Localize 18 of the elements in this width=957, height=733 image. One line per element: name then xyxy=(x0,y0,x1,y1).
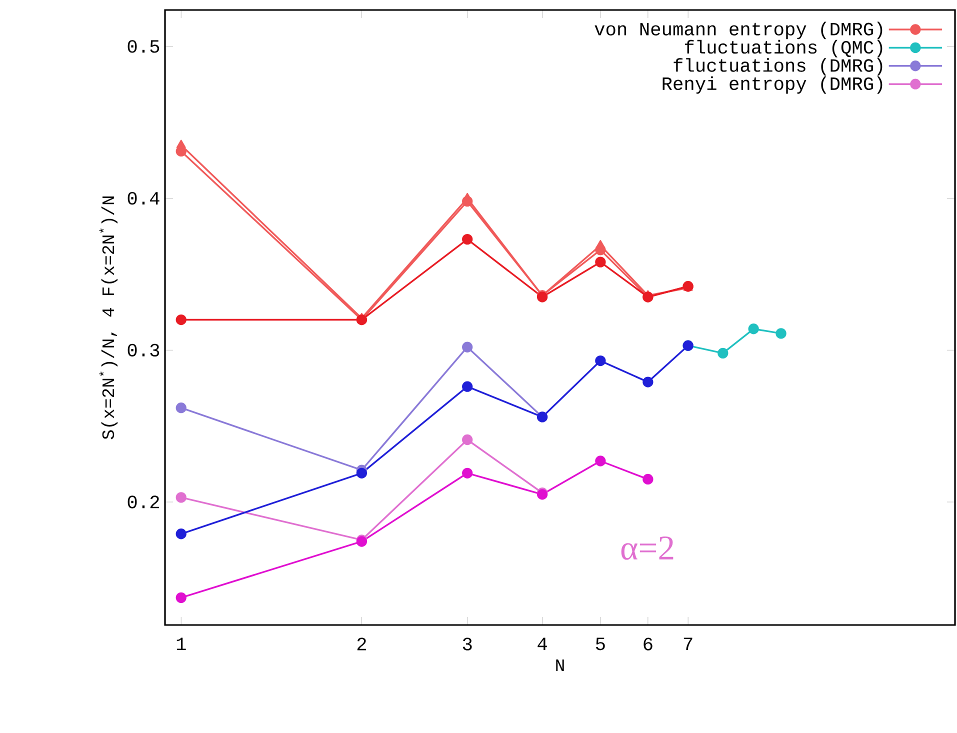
x-axis-title: N xyxy=(556,660,564,671)
legend-label: fluctuations (QMC) xyxy=(684,40,882,58)
x-tick-label: 6 xyxy=(644,638,652,650)
y-tick-label: 0.2 xyxy=(128,496,159,508)
y-tick-label: 0.3 xyxy=(128,344,160,356)
x-tick-label: 2 xyxy=(357,638,366,650)
x-tick-label: 3 xyxy=(462,638,472,650)
legend-label: fluctuations (DMRG) xyxy=(674,58,882,76)
x-tick-label: 5 xyxy=(596,638,605,650)
x-tick-label: 1 xyxy=(176,638,186,650)
y-tick-label: 0.5 xyxy=(128,40,160,53)
y-tick-label: 0.4 xyxy=(128,192,160,205)
annotation: α=2 xyxy=(621,536,674,560)
x-tick-label: 7 xyxy=(684,638,692,650)
x-tick-label: 4 xyxy=(538,638,547,650)
y-axis-title: S(x=2N$^{*}$)/N, 4 F(x=2N$^{*}$)/N xyxy=(99,196,118,440)
legend-label: Renyi entropy (DMRG) xyxy=(662,76,882,94)
legend-label: von Neumann entropy (DMRG) xyxy=(594,22,882,40)
